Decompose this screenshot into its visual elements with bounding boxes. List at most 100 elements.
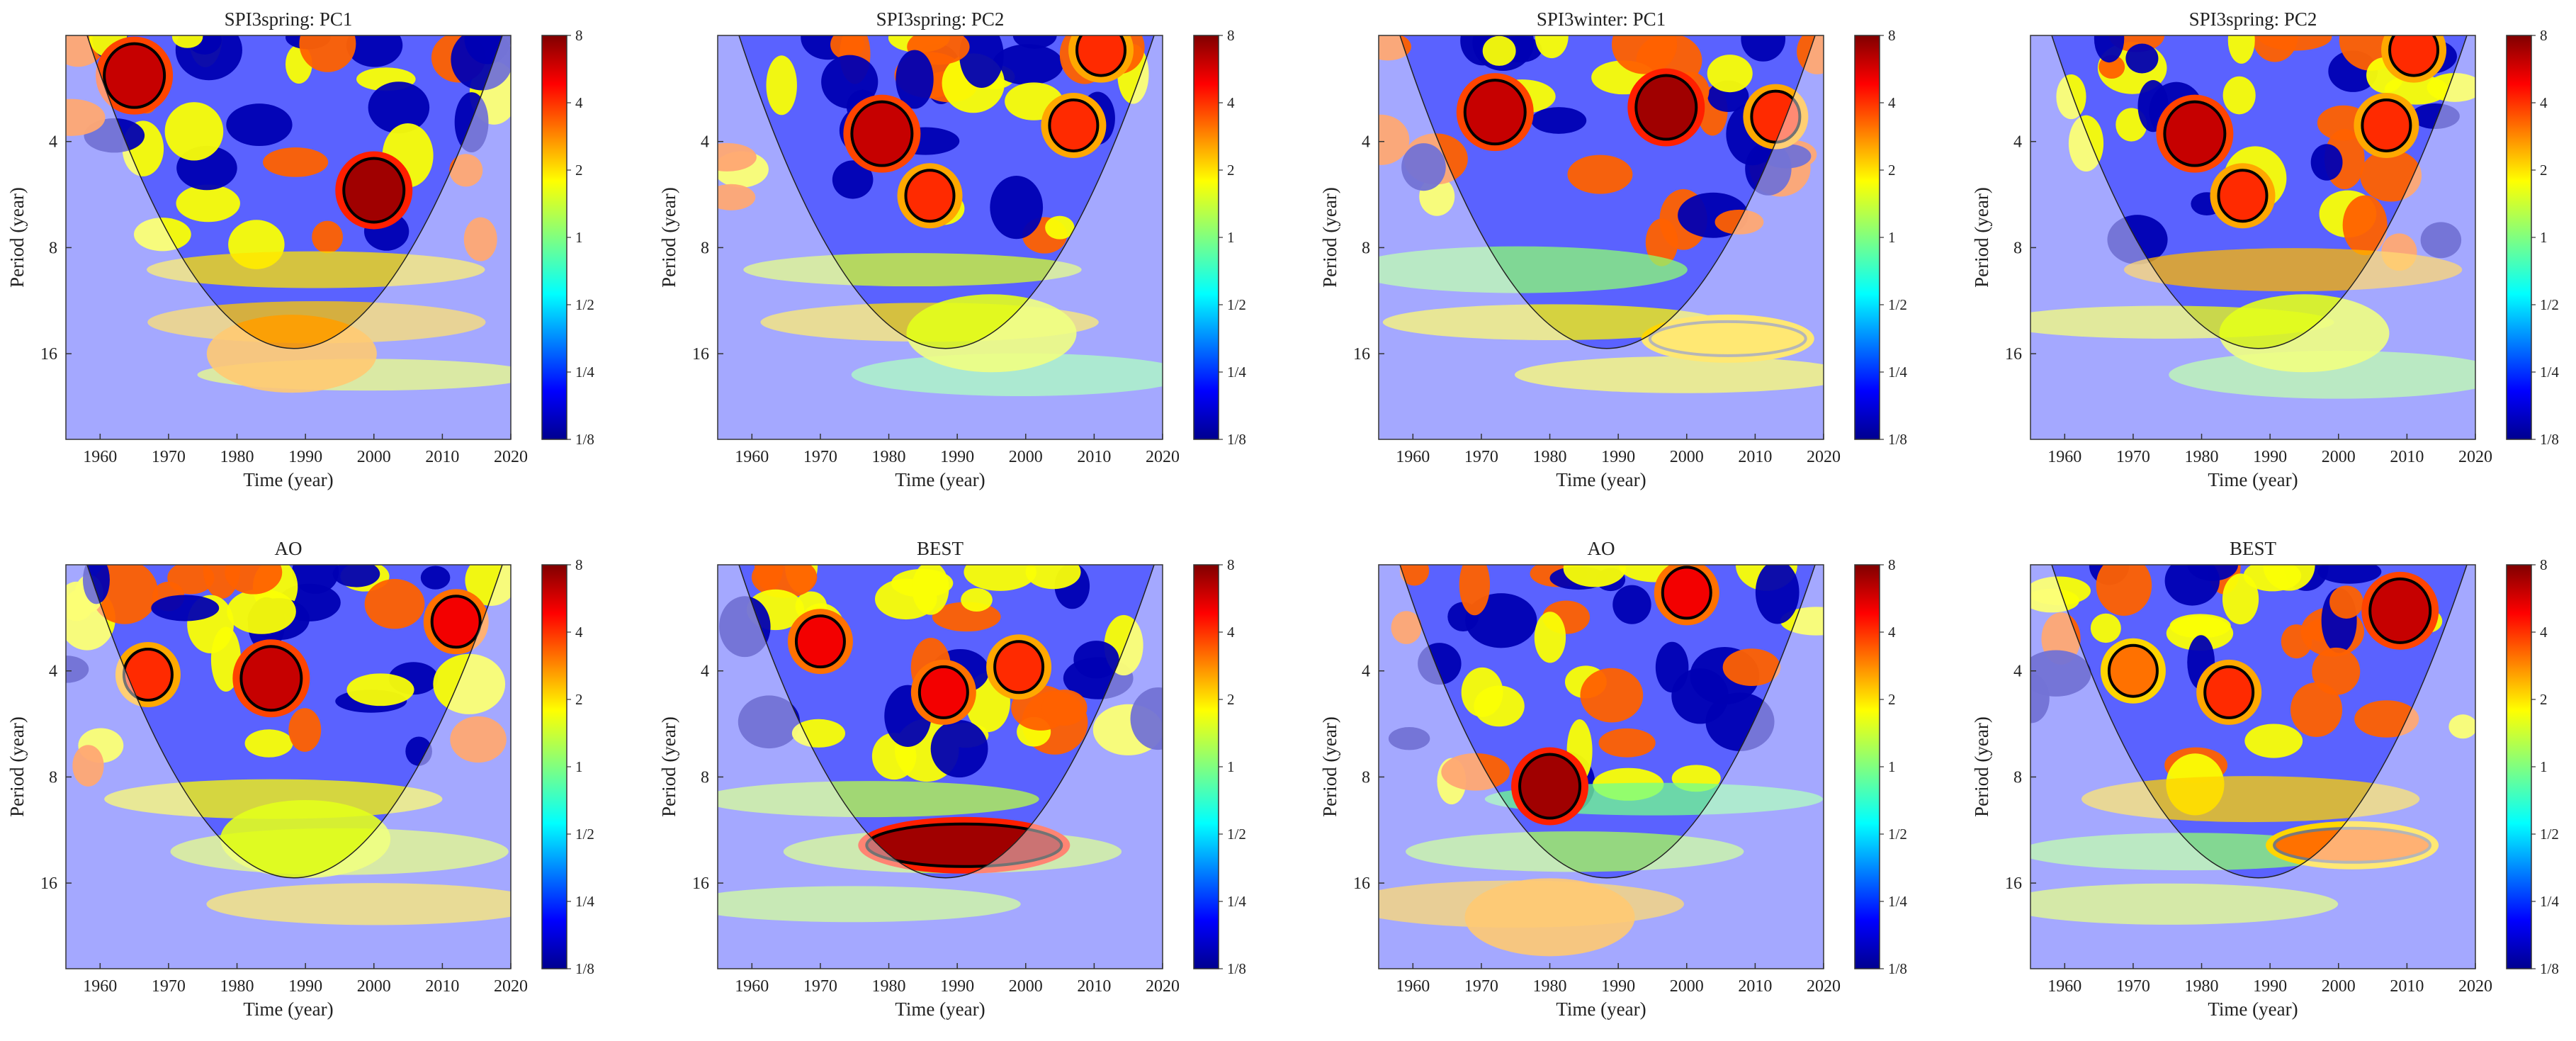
colorbar-tick-label: 4 [2540, 94, 2548, 111]
high-power-region [220, 799, 391, 878]
significance-contour [993, 640, 1045, 694]
cone-of-influence-line [738, 35, 1155, 349]
power-band [1379, 246, 1688, 293]
power-blob [1482, 35, 1516, 66]
power-blob [2258, 35, 2332, 51]
x-axis-label: Time (year) [243, 469, 333, 490]
colorbar-tick-label: 4 [1227, 624, 1235, 641]
x-tick-label: 1990 [940, 977, 974, 996]
power-blob [2243, 565, 2302, 592]
y-tick-label: 16 [2005, 345, 2022, 364]
colorbar-tick-label: 1/2 [575, 296, 594, 313]
colorbar-tick-label: 1/4 [1888, 364, 1907, 381]
colorbar-tick-label: 1 [1888, 229, 1896, 246]
power-blob [82, 565, 110, 604]
power-blob [1401, 143, 1446, 191]
colorbar-tick-label: 1/2 [1888, 826, 1907, 843]
panel-title: SPI3spring: PC2 [2189, 9, 2317, 30]
x-tick-label: 1980 [872, 448, 906, 466]
plot-frame [717, 35, 1163, 440]
y-axis-label: Period (year) [1319, 187, 1340, 288]
power-blob [766, 55, 797, 116]
y-tick-label: 4 [49, 663, 57, 681]
colorbar-tick-label: 2 [1888, 691, 1896, 708]
power-blob [420, 565, 451, 590]
significance-contour [850, 100, 914, 167]
x-tick-label: 1990 [2253, 448, 2287, 466]
colorbar-tick-label: 8 [2540, 556, 2548, 573]
significance-contour [1463, 79, 1527, 146]
cone-of-influence-shade [2030, 35, 2475, 439]
power-blob [2094, 35, 2125, 63]
power-blob [2164, 565, 2220, 606]
y-tick-label: 16 [1353, 874, 1370, 893]
colorbar-tick-label: 1/4 [2540, 893, 2559, 910]
power-blob [1645, 218, 1678, 266]
colorbar-tick-label: 1 [1227, 758, 1235, 775]
y-tick-label: 4 [701, 663, 709, 681]
significance-contour [2163, 100, 2227, 167]
colorbar-tick-label: 2 [2540, 162, 2548, 179]
power-blob [2420, 222, 2462, 259]
power-blob [164, 102, 224, 161]
power-blob [346, 673, 414, 707]
colorbar-tick-label: 2 [575, 691, 583, 708]
significance-contour [904, 169, 956, 223]
power-blob [1474, 685, 1525, 727]
colorbar-tick-label: 2 [2540, 691, 2548, 708]
significance-contour [2361, 98, 2412, 152]
cone-of-influence-shade [718, 565, 1163, 969]
x-tick-label: 2020 [494, 448, 528, 466]
power-band [1382, 304, 1722, 341]
power-blob [1797, 35, 1824, 74]
colorbar-tick-label: 1 [2540, 229, 2548, 246]
x-tick-label: 1980 [2185, 448, 2219, 466]
power-blob [738, 695, 801, 749]
power-blob [992, 44, 1063, 85]
x-tick-label: 1970 [803, 977, 837, 996]
power-band [2169, 351, 2475, 399]
y-tick-label: 16 [1353, 345, 1370, 364]
power-blob [1707, 55, 1753, 93]
significance-contour [342, 157, 406, 224]
colorbar-tick-label: 1/4 [2540, 364, 2559, 381]
colorbar-tick-label: 1/8 [575, 960, 594, 977]
x-tick-label: 1990 [288, 448, 322, 466]
colorbar-tick-label: 1/4 [575, 893, 594, 910]
y-axis-label: Period (year) [1319, 716, 1340, 817]
y-tick-label: 8 [2013, 768, 2022, 787]
power-blob [2222, 573, 2259, 625]
power-blob [133, 218, 191, 252]
x-tick-label: 1980 [220, 977, 254, 996]
colorbar-tick-label: 1/2 [1888, 296, 1907, 313]
y-tick-label: 8 [49, 768, 57, 787]
power-blob [1598, 728, 1656, 758]
cone-of-influence-shade [66, 565, 511, 969]
colorbar-tick-label: 4 [575, 624, 583, 641]
x-tick-label: 1990 [2253, 977, 2287, 996]
y-axis-label: Period (year) [1971, 716, 1992, 817]
x-tick-label: 2000 [357, 977, 391, 996]
colorbar-tick-label: 1/2 [1227, 826, 1246, 843]
colorbar-tick-label: 1/4 [575, 364, 594, 381]
power-blob [2290, 682, 2343, 738]
cone-of-influence-line [1399, 565, 1816, 879]
x-tick-label: 2000 [1009, 448, 1043, 466]
power-blob [719, 596, 771, 658]
colorbar [2506, 564, 2532, 969]
power-blob [66, 655, 89, 683]
x-tick-label: 2020 [1807, 448, 1841, 466]
colorbar [1854, 35, 1880, 440]
colorbar-tick-label: 2 [1227, 691, 1235, 708]
y-tick-label: 4 [1362, 133, 1370, 152]
x-tick-label: 2010 [1738, 977, 1772, 996]
power-blob [2342, 195, 2388, 256]
y-tick-label: 4 [49, 133, 57, 152]
plot-frame [1378, 564, 1824, 969]
x-tick-label: 2000 [2322, 977, 2356, 996]
power-blob [405, 736, 432, 766]
power-blob [2030, 650, 2091, 697]
power-blob [72, 745, 104, 787]
colorbar-tick-label: 1/4 [1888, 893, 1907, 910]
cone-of-influence-shade [718, 35, 1163, 439]
